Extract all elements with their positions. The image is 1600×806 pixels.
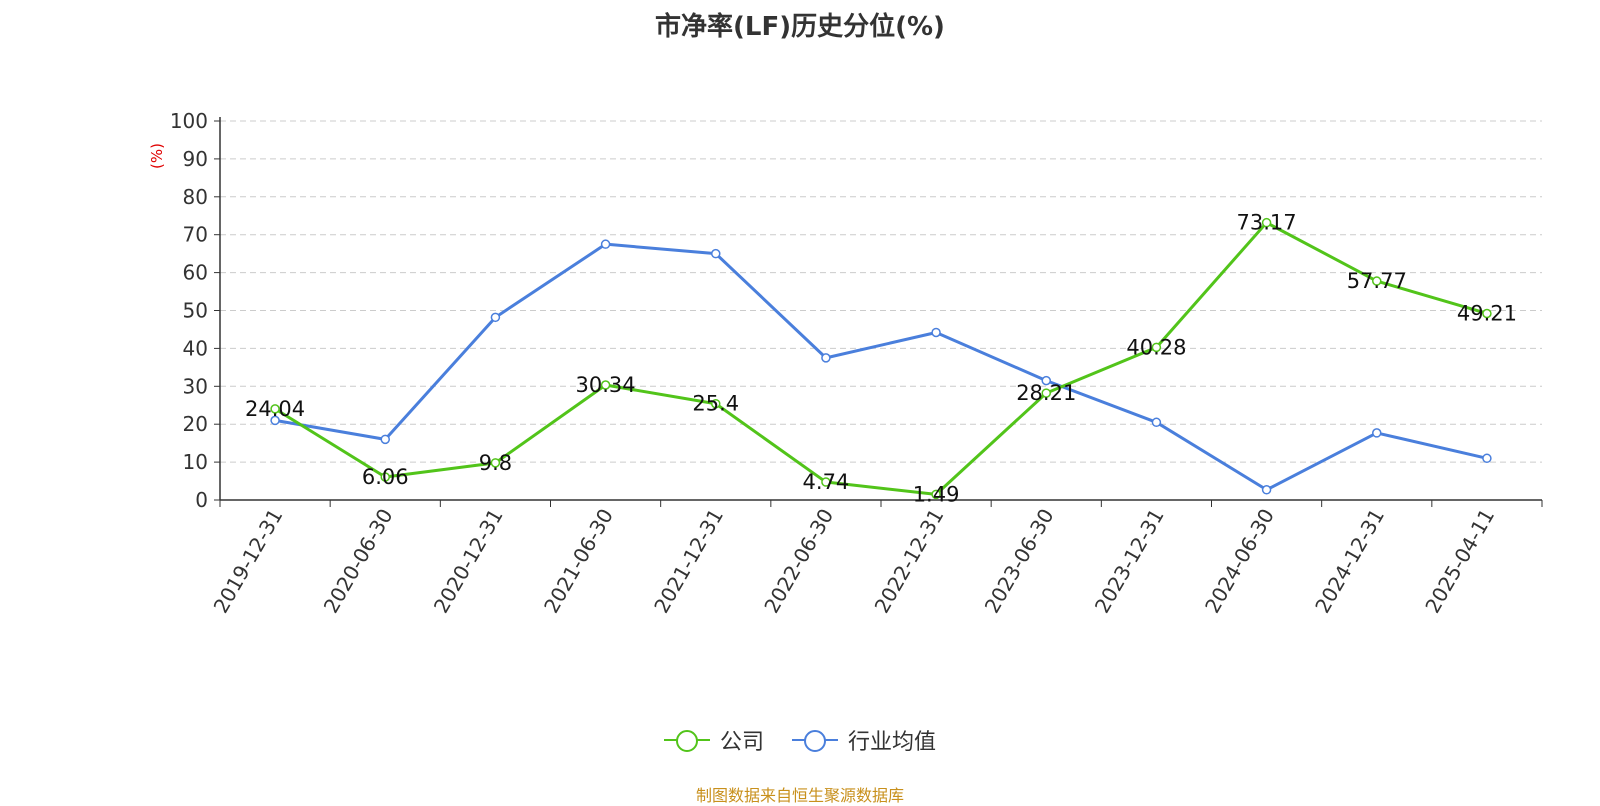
y-tick-label: 60 bbox=[183, 261, 208, 285]
y-tick-label: 30 bbox=[183, 374, 208, 398]
company-series-line bbox=[274, 221, 1488, 496]
y-axis-label: (%) bbox=[148, 143, 166, 169]
y-tick-label: 20 bbox=[183, 412, 208, 436]
company-data-point bbox=[600, 380, 611, 390]
company-data-label: 24.04 bbox=[245, 397, 305, 421]
legend: 公司 行业均值 bbox=[0, 724, 1600, 756]
data-labels: 24.04 6.06 9.8 30.34 25.4 4.74 1.49 28.21 40.28 7… bbox=[245, 211, 1517, 507]
company-data-label: 28.21 bbox=[1016, 381, 1076, 405]
company-data-label: 1.49 bbox=[913, 482, 960, 506]
x-tick-label: 2025-04-11 bbox=[1420, 505, 1499, 618]
y-tick-label: 70 bbox=[183, 223, 208, 247]
y-tick-label: 50 bbox=[183, 299, 208, 323]
industry-data-point bbox=[380, 434, 390, 445]
y-tick-label: 40 bbox=[183, 336, 208, 360]
industry-data-point bbox=[600, 239, 611, 249]
chart-title: 市净率(LF)历史分位(%) bbox=[655, 12, 945, 42]
company-data-label: 30.34 bbox=[576, 373, 636, 397]
grid-lines bbox=[220, 120, 1542, 463]
industry-series-line bbox=[274, 242, 1488, 492]
industry-data-point bbox=[821, 353, 831, 363]
industry-data-point bbox=[490, 312, 501, 323]
company-data-point bbox=[270, 404, 280, 414]
company-data-point bbox=[1372, 276, 1382, 286]
company-data-point bbox=[711, 398, 721, 409]
industry-data-point bbox=[1151, 417, 1162, 428]
industry-data-point bbox=[270, 415, 280, 426]
company-data-label: 57.77 bbox=[1347, 269, 1407, 293]
x-tick-label: 2022-12-31 bbox=[870, 505, 949, 618]
company-data-label: 4.74 bbox=[803, 470, 850, 494]
x-tick-label: 2024-12-31 bbox=[1310, 505, 1389, 618]
company-data-point bbox=[380, 472, 390, 482]
company-data-label: 25.4 bbox=[692, 392, 739, 416]
x-tick-label: 2021-06-30 bbox=[539, 505, 618, 618]
legend-marker-company-icon bbox=[663, 730, 710, 752]
industry-data-point bbox=[931, 327, 941, 338]
x-tick-label: 2020-12-31 bbox=[429, 505, 508, 618]
x-tick-label: 2023-06-30 bbox=[980, 505, 1059, 618]
industry-data-point bbox=[1261, 485, 1272, 495]
series-lines bbox=[270, 217, 1492, 500]
x-tick-label: 2022-06-30 bbox=[759, 505, 838, 618]
legend-label-industry-avg: 行业均值 bbox=[848, 730, 937, 755]
legend-item-industry-avg[interactable]: 行业均值 bbox=[792, 724, 936, 756]
company-data-label: 73.17 bbox=[1237, 211, 1297, 235]
company-data-point bbox=[1261, 217, 1272, 228]
company-data-point bbox=[490, 458, 501, 468]
company-data-point bbox=[1482, 308, 1492, 319]
company-data-point bbox=[931, 489, 941, 500]
industry-data-point bbox=[1372, 428, 1382, 438]
legend-item-company[interactable]: 公司 bbox=[663, 724, 764, 756]
x-tick-label: 2021-12-31 bbox=[649, 505, 728, 618]
legend-marker-industry-icon bbox=[792, 730, 838, 752]
y-tick-label: 0 bbox=[195, 488, 208, 512]
source-note: 制图数据来自恒生聚源数据库 bbox=[695, 786, 904, 805]
industry-data-point bbox=[711, 248, 721, 259]
company-data-point bbox=[1041, 388, 1051, 398]
industry-data-point bbox=[1041, 375, 1051, 386]
company-data-label: 6.06 bbox=[362, 465, 409, 489]
legend-label-company: 公司 bbox=[719, 730, 764, 755]
y-tick-label: 10 bbox=[183, 450, 208, 474]
company-data-label: 9.8 bbox=[479, 451, 512, 475]
axes: 0 10 20 30 40 50 60 70 80 90 100(%) 2019-12-31 2020-… bbox=[148, 109, 1543, 618]
y-tick-label: 80 bbox=[183, 185, 208, 209]
y-tick-label: 90 bbox=[183, 147, 208, 171]
company-data-point bbox=[1151, 342, 1162, 353]
industry-data-point bbox=[1482, 453, 1492, 464]
y-tick-label: 100 bbox=[170, 109, 208, 133]
company-data-label: 40.28 bbox=[1126, 335, 1186, 359]
line-chart: 0 10 20 30 40 50 60 70 80 90 100(%) 2019-12-31 2020-… bbox=[148, 109, 1543, 618]
company-data-point bbox=[821, 477, 831, 487]
x-tick-label: 2024-06-30 bbox=[1200, 505, 1279, 618]
company-data-label: 49.21 bbox=[1457, 301, 1517, 325]
x-tick-label: 2020-06-30 bbox=[319, 505, 398, 618]
x-tick-label: 2019-12-31 bbox=[209, 505, 288, 618]
x-tick-label: 2023-12-31 bbox=[1090, 505, 1169, 618]
